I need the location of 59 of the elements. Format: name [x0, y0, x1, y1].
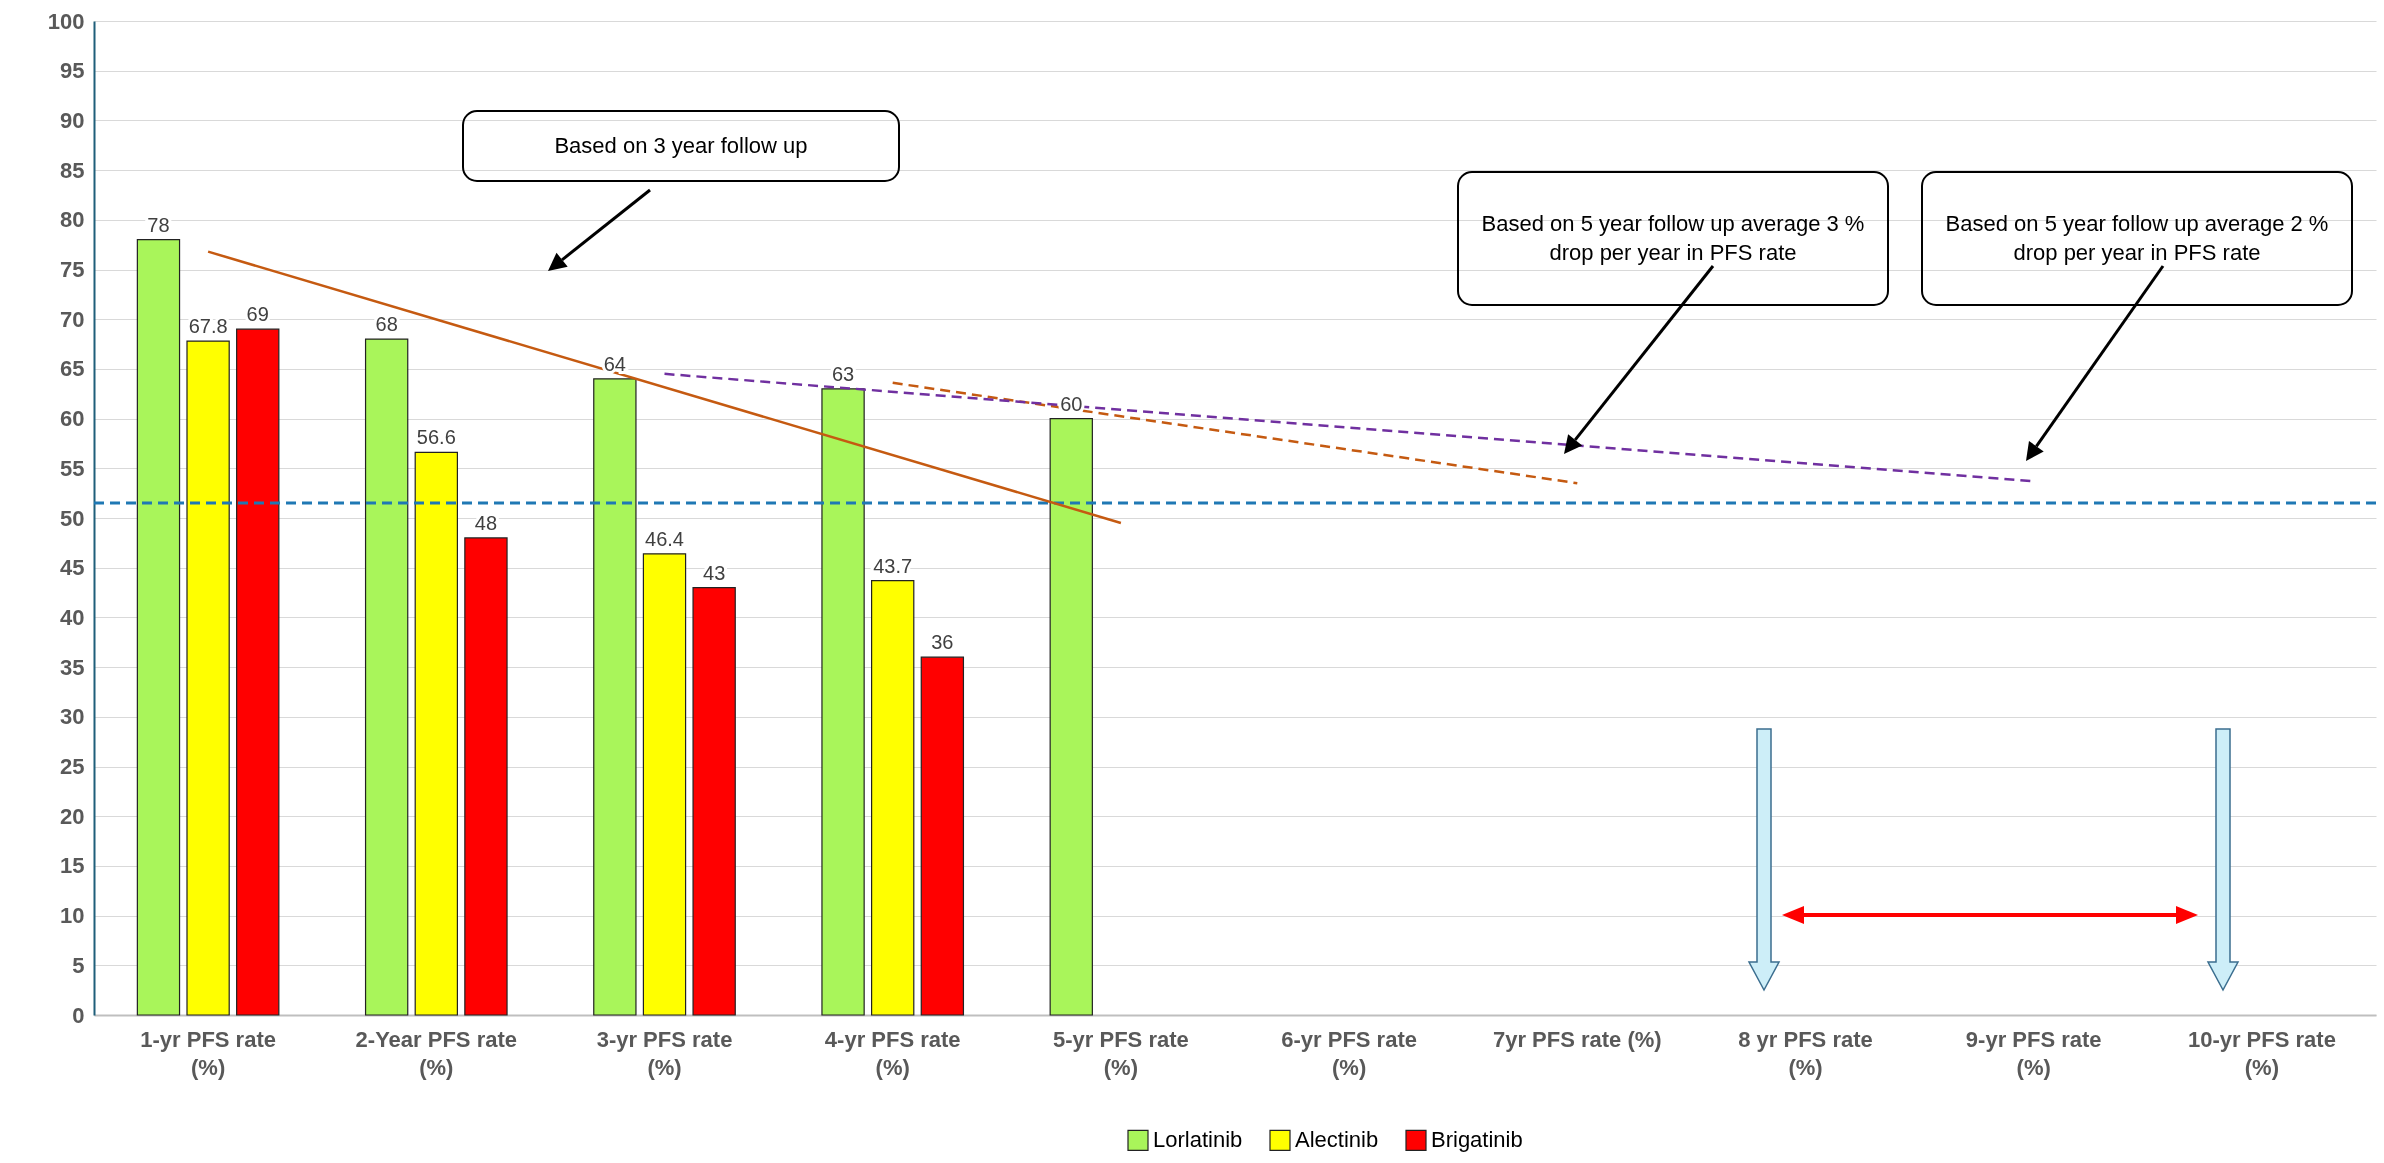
bar	[186, 340, 230, 1016]
y-tick-label: 70	[60, 306, 85, 332]
bar	[593, 378, 637, 1016]
x-tick-label: 2-Year PFS rate (%)	[355, 1026, 518, 1080]
y-tick-label: 25	[60, 754, 85, 779]
data-label: 69	[246, 303, 269, 326]
y-tick-label: 95	[60, 58, 85, 84]
y-tick-label: 20	[60, 803, 85, 829]
data-label: 43.7	[873, 554, 913, 577]
y-tick-label: 55	[60, 455, 85, 481]
data-label: 63	[831, 362, 855, 385]
y-tick-label: 85	[60, 157, 85, 183]
y-tick-label: 50	[60, 505, 85, 531]
data-label: 64	[603, 352, 626, 375]
y-tick-label: 45	[60, 555, 85, 581]
bar	[414, 451, 458, 1016]
legend-label: Lorlatinib	[1153, 1127, 1243, 1153]
data-label: 48	[474, 511, 498, 534]
bar	[920, 656, 965, 1016]
y-tick-label: 35	[60, 654, 85, 680]
bar	[692, 586, 736, 1016]
x-tick-label: 10-yr PFS rate (%)	[2187, 1026, 2336, 1080]
bar	[1049, 418, 1093, 1016]
x-tick-label: 4-yr PFS rate (%)	[824, 1026, 961, 1080]
data-label: 68	[375, 313, 398, 336]
y-tick-label: 90	[60, 107, 85, 133]
y-tick-label: 5	[72, 952, 85, 978]
data-label: 36	[931, 631, 954, 654]
bar	[136, 239, 181, 1016]
data-label: 46.4	[645, 527, 684, 550]
bar	[236, 328, 280, 1016]
x-tick-label: 9-yr PFS rate (%)	[1965, 1026, 2102, 1080]
y-tick-label: 0	[72, 1002, 85, 1028]
data-label: 78	[147, 213, 170, 236]
bar	[364, 338, 409, 1016]
bar	[642, 553, 687, 1016]
y-tick-label: 100	[47, 8, 85, 34]
legend-label: Alectinib	[1295, 1127, 1379, 1153]
x-tick-label: 6-yr PFS rate (%)	[1281, 1026, 1417, 1080]
data-label: 43	[703, 561, 726, 584]
y-tick-label: 15	[60, 853, 85, 879]
bar	[464, 537, 508, 1016]
y-tick-label: 40	[60, 604, 85, 630]
legend-label: Brigatinib	[1431, 1127, 1523, 1153]
y-tick-label: 65	[60, 356, 85, 382]
x-tick-label: 1-yr PFS rate (%)	[140, 1026, 276, 1080]
y-tick-label: 80	[60, 207, 85, 233]
x-tick-label: 7yr PFS rate (%)	[1492, 1026, 1662, 1052]
data-label: 56.6	[416, 426, 456, 449]
x-tick-label: 3-yr PFS rate (%)	[596, 1026, 733, 1080]
bar	[821, 388, 865, 1016]
y-tick-label: 30	[60, 704, 85, 730]
bar	[871, 580, 915, 1016]
y-tick-label: 60	[60, 406, 85, 432]
y-tick-label: 75	[60, 257, 85, 282]
x-tick-label: 5-yr PFS rate (%)	[1053, 1026, 1189, 1080]
x-tick-label: 8 yr PFS rate (%)	[1738, 1026, 1873, 1080]
data-label: 67.8	[188, 315, 228, 338]
y-tick-label: 10	[60, 903, 85, 929]
